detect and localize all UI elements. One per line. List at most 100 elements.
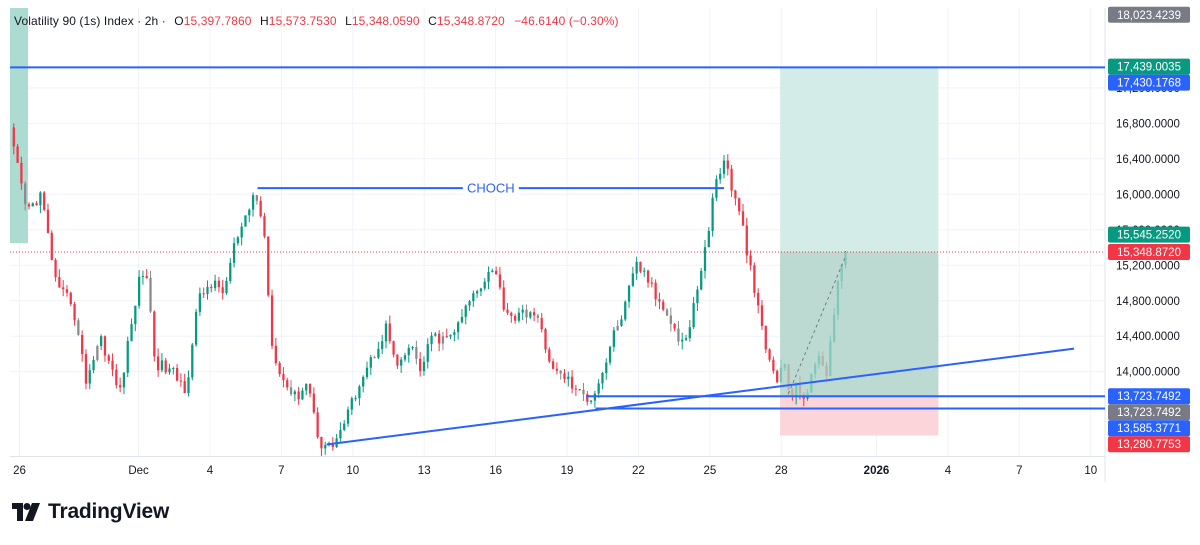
position-dashed-line (787, 256, 846, 395)
candle-body (483, 281, 486, 289)
candle-body (487, 272, 490, 282)
candle-body (586, 394, 589, 402)
candle-body (62, 287, 65, 290)
candle-body (745, 225, 748, 256)
price-label-tag[interactable] (1108, 404, 1190, 421)
candle-body (722, 160, 726, 174)
candle-body (624, 301, 627, 320)
interval[interactable]: 2h (144, 14, 159, 28)
candle-body (122, 372, 126, 388)
x-tick-label: 10 (1084, 465, 1097, 477)
candle-body (373, 357, 376, 359)
price-label-text: 13,723.7492 (1117, 391, 1181, 403)
candle-body (229, 262, 232, 282)
candle-body (92, 360, 95, 371)
candle-body (381, 341, 384, 349)
candle-body (529, 312, 532, 318)
price-label-text: 15,348.8720 (1117, 247, 1181, 259)
candle-body (187, 377, 190, 393)
candle-body (259, 200, 262, 217)
price-label-text: 15,545.2520 (1117, 230, 1181, 242)
price-label-tag[interactable] (1108, 6, 1190, 23)
candle-body (597, 383, 600, 394)
choch-label[interactable]: CHOCH (467, 181, 515, 196)
candle-body (396, 354, 399, 366)
candle-body (696, 289, 699, 304)
candle-body (612, 330, 616, 347)
candle-body (365, 367, 369, 378)
price-label-tag[interactable] (1108, 420, 1190, 437)
candle-body (422, 361, 426, 372)
candle-body (50, 232, 53, 260)
candle-body (46, 209, 50, 233)
candle-body (236, 237, 240, 244)
symbol-name[interactable]: Volatility 90 (1s) Index (14, 14, 134, 28)
price-label-text: 17,439.0035 (1117, 62, 1181, 74)
candle-body (354, 398, 357, 400)
candle-body (191, 344, 194, 378)
price-label-tag[interactable] (1108, 244, 1190, 261)
candle-body (160, 360, 164, 371)
y-tick-label: 14,000.0000 (1116, 367, 1180, 379)
candle-body (84, 354, 88, 384)
candle-body (749, 255, 752, 266)
candle-body (388, 323, 391, 342)
candle-body (343, 423, 346, 430)
candle-body (58, 276, 61, 288)
high-value: 15,573.7530 (268, 14, 337, 28)
candle-body (669, 315, 672, 324)
candle-body (688, 327, 691, 339)
x-tick-label: 26 (13, 465, 26, 477)
candle-body (449, 335, 452, 337)
candle-body (175, 367, 179, 381)
x-tick-label: 4 (945, 465, 952, 477)
price-label-tag[interactable] (1108, 74, 1190, 91)
candle-body (350, 398, 353, 410)
candle-body (65, 289, 69, 293)
candle-body (411, 347, 414, 349)
brand-name: TradingView (48, 500, 170, 523)
candle-body (563, 373, 566, 380)
candle-body (81, 334, 84, 355)
candle-body (149, 277, 152, 312)
candle-body (172, 367, 175, 369)
price-label-tag[interactable] (1108, 436, 1190, 453)
candle-body (362, 377, 365, 387)
candle-body (589, 400, 593, 402)
candle-body (145, 276, 148, 278)
candle-body (570, 376, 574, 389)
candle-body (312, 393, 315, 413)
price-label-tag[interactable] (1108, 388, 1190, 405)
x-tick-label: 25 (703, 465, 716, 477)
plot-background[interactable] (10, 8, 1105, 456)
candle-body (506, 309, 509, 313)
candle-body (210, 286, 213, 289)
candle-body (582, 389, 585, 395)
candle-body (69, 292, 72, 304)
candle-body (738, 198, 741, 212)
candle-body (654, 282, 657, 300)
price-label-tag[interactable] (1108, 226, 1190, 243)
target-zone[interactable] (780, 66, 939, 253)
tradingview-brand[interactable]: TradingView (12, 498, 169, 526)
candle-body (301, 390, 304, 400)
candle-body (137, 276, 141, 306)
candle-body (741, 211, 745, 226)
chart-legend: Volatility 90 (1s) Index · 2h · O15,397.… (14, 14, 619, 28)
candle-body (757, 292, 760, 306)
low-label: L (345, 14, 352, 28)
price-label-tag[interactable] (1108, 58, 1190, 75)
price-label-text: 13,723.7492 (1117, 407, 1181, 419)
candle-body (426, 344, 429, 362)
candle-body (639, 261, 642, 272)
y-tick-label: 16,800.0000 (1116, 118, 1180, 130)
candle-body (776, 370, 779, 383)
profit-zone[interactable] (780, 252, 939, 397)
candle-body (263, 216, 266, 237)
candle-body (620, 319, 623, 326)
candle-body (331, 443, 334, 448)
candle-body (472, 293, 475, 302)
candle-body (320, 436, 323, 449)
